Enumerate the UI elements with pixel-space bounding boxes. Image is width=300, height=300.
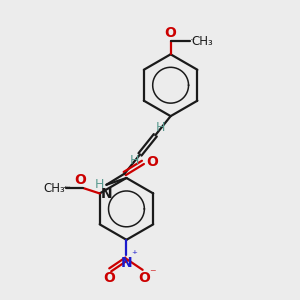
Text: O: O [74, 173, 86, 187]
Text: CH₃: CH₃ [43, 182, 64, 195]
Text: O: O [103, 271, 115, 285]
Text: ⁺: ⁺ [132, 250, 138, 260]
Text: O: O [146, 155, 158, 170]
Text: N: N [101, 187, 113, 201]
Text: CH₃: CH₃ [192, 34, 214, 48]
Text: O: O [138, 271, 150, 285]
Text: ⁻: ⁻ [149, 267, 156, 280]
Text: H: H [95, 178, 104, 191]
Text: N: N [121, 256, 132, 270]
Text: H: H [156, 122, 165, 134]
Text: H: H [130, 154, 140, 167]
Text: methoxy: methoxy [64, 187, 70, 188]
Text: methoxy: methoxy [65, 186, 71, 187]
Text: O: O [164, 26, 176, 40]
Text: OCH₃: OCH₃ [64, 187, 67, 188]
Text: methyl: methyl [191, 39, 196, 40]
